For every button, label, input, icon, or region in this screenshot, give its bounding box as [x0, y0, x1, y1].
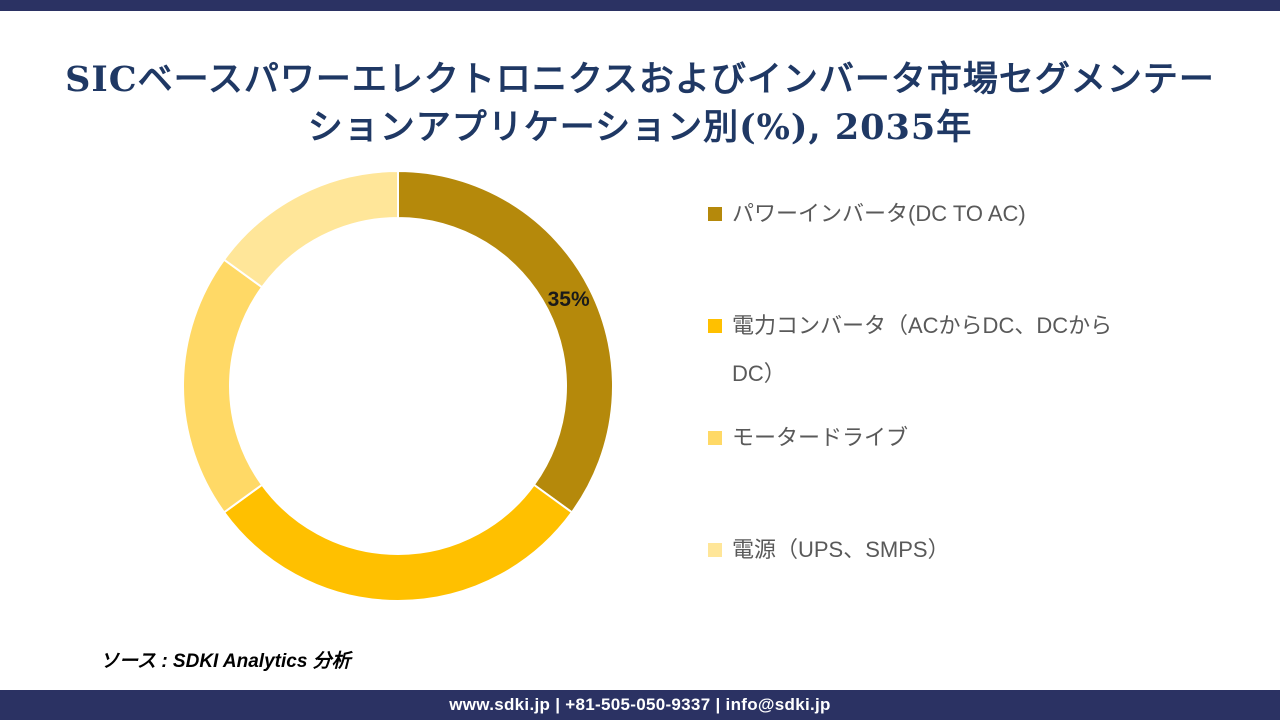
legend-label-line: パワーインバータ(DC TO AC): [732, 201, 1026, 226]
legend-item-power-supply: 電源（UPS、SMPS）: [708, 536, 1192, 564]
legend-label-power-inverter: パワーインバータ(DC TO AC): [732, 200, 1192, 228]
slice-data-label: 35%: [548, 288, 590, 311]
donut-slice-3: [222, 169, 399, 289]
legend-swatch-power-supply: [708, 543, 722, 557]
donut-slice-2: [182, 258, 264, 514]
legend-label-power-converter: 電力コンバータ（ACからDC、DCから DC）: [732, 312, 1192, 388]
chart-title-line1: SICベースパワーエレクトロニクスおよびインバータ市場セグメンテー: [65, 59, 1215, 100]
legend-label-line: 電力コンバータ（ACからDC、DCから: [732, 313, 1113, 338]
donut-slice-1: [222, 483, 574, 603]
legend-swatch-motor-drive: [708, 431, 722, 445]
legend-item-power-inverter: パワーインバータ(DC TO AC): [708, 200, 1192, 228]
legend-label-power-supply: 電源（UPS、SMPS）: [732, 536, 1192, 564]
legend-swatch-power-converter: [708, 319, 722, 333]
legend-item-motor-drive: モータードライブ: [708, 424, 1192, 452]
chart-title-line2: ションアプリケーション別(%), 2035年: [307, 107, 973, 148]
legend-label-line: DC）: [732, 361, 786, 386]
chart-title: SICベースパワーエレクトロニクスおよびインバータ市場セグメンテー ションアプリ…: [0, 56, 1280, 152]
legend-item-power-converter: 電力コンバータ（ACからDC、DCから DC）: [708, 312, 1192, 388]
legend-label-line: 電源（UPS、SMPS）: [732, 537, 950, 562]
legend-swatch-power-inverter: [708, 207, 722, 221]
footer-bar: www.sdki.jp | +81-505-050-9337 | info@sd…: [0, 690, 1280, 720]
footer-contact-text: www.sdki.jp | +81-505-050-9337 | info@sd…: [449, 695, 831, 714]
top-accent-bar: [0, 0, 1280, 11]
source-note: ソース : SDKI Analytics 分析: [100, 651, 351, 672]
donut-slice-0: [397, 169, 614, 514]
legend-label-motor-drive: モータードライブ: [732, 424, 1192, 452]
donut-chart: 35%: [182, 169, 614, 603]
legend-label-line: モータードライブ: [732, 425, 909, 450]
